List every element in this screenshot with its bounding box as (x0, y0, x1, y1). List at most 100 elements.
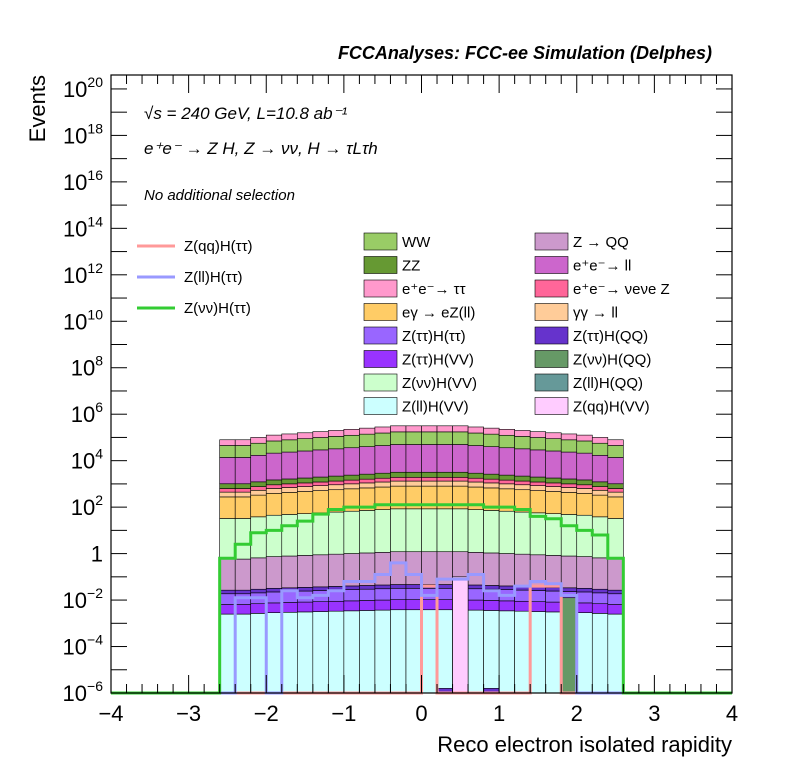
stack-bar-z-h-vv--bin-3 (265, 514, 283, 557)
y-tick-label: 1016 (63, 167, 103, 195)
stack-bar-zz-bin-16 (467, 472, 484, 479)
stack-bar-e-e--bin-24 (591, 437, 609, 444)
stack-bar-e-e-ll-bin-4 (281, 451, 298, 480)
stack-bar-z-h-vv--bin-23 (576, 602, 593, 613)
stack-bar-e-e-ll-bin-14 (436, 444, 453, 473)
stack-bar-z-h-vv--bin-1 (234, 604, 252, 615)
stack-bar-z-h--bin-12 (405, 587, 422, 600)
stack-bar-zz-bin-17 (483, 473, 500, 480)
stack-bar-zz-bin-11 (390, 471, 407, 478)
legend-label-bkg-4: e⁺e⁻→ ττ (402, 281, 466, 298)
stack-bar-z-ll-h-vv--bin-24 (591, 613, 609, 694)
stack-bar-z-qq-bin-1 (234, 558, 252, 591)
stack-bar-zz-bin-6 (312, 476, 329, 483)
stack-bar-z-h--bin-9 (359, 588, 376, 601)
stack-bar-e-ez-ll--bin-1 (234, 496, 252, 519)
stack-bar-e-e-e-e-z-bin-24 (591, 486, 609, 491)
y-tick-label: 108 (71, 353, 103, 381)
legend-label-bkg-11: Z(νν)H(QQ) (573, 352, 651, 369)
stack-bar-z-h--bin-14 (436, 587, 453, 600)
stack-bar-z-h-vv--bin-0 (219, 604, 236, 615)
stack-bar-zz-bin-4 (281, 478, 298, 485)
stack-bar-e-e--bin-17 (483, 427, 500, 435)
stack-bar--ll-bin-20 (529, 485, 546, 491)
stack-bar-ww-bin-8 (343, 434, 360, 449)
stack-bar-e-e--bin-18 (498, 429, 515, 436)
stack-bar-e-e-e-e-z-bin-9 (359, 478, 376, 484)
stack-bar-zz-bin-9 (359, 473, 376, 480)
stack-bar-z-h-qq--bin-24 (591, 588, 609, 594)
stack-bar-e-ez-ll--bin-22 (560, 492, 578, 515)
stack-bar-e-e-ll-bin-24 (591, 454, 609, 483)
stack-bar-z-ll-h-vv--bin-1 (234, 613, 252, 694)
stack-bar-e-e--bin-0 (219, 439, 236, 446)
x-tick-label: 4 (726, 701, 738, 726)
stack-bar-z-h-vv--bin-23 (576, 514, 593, 557)
stack-bar-e-e-ll-bin-0 (219, 457, 236, 485)
stack-bar--ll-bin-12 (405, 480, 422, 487)
stack-bar-e-ez-ll--bin-20 (529, 490, 546, 514)
stack-bar-zz-bin-22 (560, 478, 578, 485)
stack-bar-z-ll-h-vv--bin-25 (607, 613, 624, 694)
stack-bar-e-e-e-e-z-bin-14 (436, 476, 453, 482)
stack-bar-e-e-e-e-z-bin-15 (452, 476, 469, 482)
legend-swatch-12 (363, 373, 398, 392)
legend-swatch-5 (534, 279, 569, 298)
stack-bar-e-e-e-e-z-bin-7 (328, 480, 345, 486)
y-tick-label: 106 (71, 399, 103, 427)
stack-bar-e-e-e-e-z-bin-6 (312, 481, 329, 486)
stack-bar-z-h-vv--bin-1 (234, 518, 252, 560)
stack-bar-e-ez-ll--bin-23 (576, 493, 593, 516)
stack-bar-e-e--bin-1 (234, 439, 252, 446)
stack-bar-e-e-ll-bin-6 (312, 449, 329, 478)
stack-bar-e-e-ll-bin-20 (529, 449, 546, 478)
stack-bar-z-h-qq--bin-10 (374, 584, 391, 590)
stack-bar-ww-bin-4 (281, 439, 298, 453)
stack-bar-ww-bin-14 (436, 431, 453, 445)
stack-bar-z-h-vv--bin-24 (591, 516, 609, 559)
stack-bar--ll-bin-18 (498, 483, 515, 490)
legend-swatch-3 (534, 256, 569, 274)
stack-bar-e-e-e-e-z-bin-20 (529, 481, 546, 486)
stack-bar--ll-bin-1 (234, 491, 252, 498)
stack-bar-z-qq-bin-7 (328, 553, 345, 587)
stack-bar-e-e-ll-bin-23 (576, 452, 593, 481)
legend-swatch-2 (363, 256, 398, 274)
stack-bar-z-h-qq--bin-9 (359, 585, 376, 590)
stack-bar-z-qq-bin-3 (265, 556, 283, 589)
stack-bar-e-e-ll-bin-22 (560, 451, 578, 480)
stack-bar-z-h-qq--bin-23 (576, 587, 593, 593)
stack-bar--ll-bin-8 (343, 483, 360, 490)
stack-bar--ll-bin-21 (545, 486, 562, 492)
stack-bar-z-h-vv--bin-19 (514, 511, 531, 555)
stack-bar-z-h-qq--bin-11 (390, 584, 407, 589)
stack-bar--ll-bin-6 (312, 485, 329, 491)
y-tick-label: 1010 (63, 306, 103, 334)
stack-bar-ww-bin-16 (467, 432, 484, 446)
legend-label-bkg-8: Z(ττ)H(ττ) (402, 328, 466, 345)
stack-bar-zz-bin-24 (591, 481, 609, 487)
stack-bar-z-h-vv--bin-18 (498, 600, 515, 612)
stack-bar-z-h-vv--bin-15 (452, 508, 469, 553)
stack-bar-ww-bin-1 (234, 445, 252, 458)
stack-bar-z-ll-h-vv--bin-9 (359, 610, 376, 694)
stack-bar-e-ez-ll--bin-4 (281, 492, 298, 515)
stack-bar-z-h-vv--bin-21 (545, 601, 562, 613)
stack-bar-z-ll-h-vv--bin-11 (390, 609, 407, 694)
stack-bar-z-h--bin-19 (514, 589, 531, 602)
stack-bar-z-h--bin-11 (390, 587, 407, 600)
x-tick-label: 0 (415, 701, 427, 726)
legend-label-bkg-7: γγ → ll (573, 305, 618, 322)
stack-bar-z-ll-h-vv--bin-5 (296, 611, 314, 694)
stack-bar-ww-bin-21 (545, 438, 562, 452)
stack-bar-z-h-qq--bin-12 (405, 584, 422, 589)
stack-bar-e-e--bin-20 (529, 431, 546, 438)
stack-bar--ll-bin-0 (219, 491, 236, 498)
stack-bar-z-qq-bin-13 (421, 551, 438, 585)
stack-bar-z-h--bin-10 (374, 588, 391, 601)
stack-bar-z-h-qq--bin-8 (343, 585, 360, 590)
legend-label-bkg-3: e⁺e⁻→ ll (573, 258, 631, 275)
stack-bar-z-qq-bin-24 (591, 557, 609, 590)
stack-bar-e-ez-ll--bin-0 (219, 496, 236, 519)
